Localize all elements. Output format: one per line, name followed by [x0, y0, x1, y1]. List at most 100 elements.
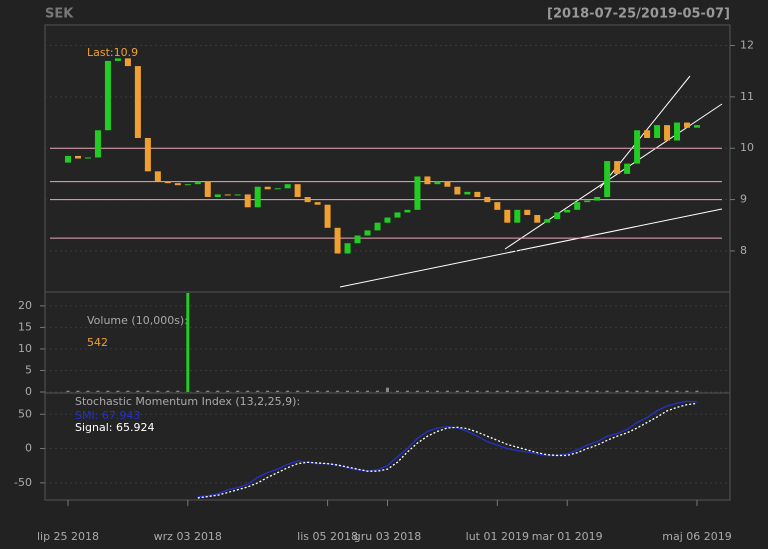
candle [554, 212, 561, 220]
volume-bar [196, 390, 200, 392]
volume-bar [256, 390, 260, 392]
last-label: Last:10.9 [87, 46, 138, 59]
x-tick-label: mar 01 2019 [532, 530, 603, 543]
candle [284, 184, 291, 189]
candle [304, 197, 311, 203]
x-tick-label: lip 25 2018 [37, 530, 99, 543]
volume-bar [76, 390, 80, 392]
chart-title: SEK [45, 7, 74, 22]
y-tick-label: 0 [25, 385, 32, 398]
candle [244, 194, 251, 208]
candle [264, 186, 271, 190]
candle [184, 184, 191, 186]
volume-bar [655, 390, 659, 392]
candle [564, 209, 571, 213]
volume-bar [515, 390, 519, 392]
volume-bar [186, 293, 190, 392]
candle [174, 183, 181, 186]
candle [484, 197, 491, 203]
candle [334, 227, 341, 254]
candle [324, 204, 331, 228]
candle [204, 181, 211, 198]
volume-bar [126, 390, 130, 392]
candle [684, 122, 691, 128]
volume-bar [695, 390, 699, 392]
y-tick-label: 9 [740, 193, 747, 206]
candle [544, 219, 551, 223]
candle [654, 125, 661, 138]
trendline [504, 103, 723, 250]
volume-bar [475, 390, 479, 392]
candle [494, 202, 501, 210]
volume-bar [495, 390, 499, 392]
candle [364, 230, 371, 236]
volume-bar [86, 390, 90, 392]
candle [394, 212, 401, 218]
volume-bar [485, 390, 489, 392]
smi-title: Stochastic Momentum Index (13,2,25,9): [75, 395, 300, 408]
volume-bar [535, 390, 539, 392]
volume-bar [276, 390, 280, 392]
volume-bar [565, 390, 569, 392]
candle [614, 161, 621, 174]
candle [114, 58, 121, 61]
candle [314, 202, 321, 205]
y-tick-label: 10 [18, 342, 32, 355]
volume-bar [316, 390, 320, 392]
y-tick-label: 8 [740, 244, 747, 257]
volume-bar [635, 390, 639, 392]
volume-bar [236, 390, 240, 392]
candle [134, 66, 141, 138]
candle [474, 191, 481, 198]
volume-bar [505, 390, 509, 392]
volume-bar [625, 390, 629, 392]
x-tick-label: gru 03 2018 [354, 530, 421, 543]
y-tick-label: 5 [25, 363, 32, 376]
volume-bar [286, 390, 290, 392]
x-tick-label: lut 01 2019 [466, 530, 529, 543]
volume-bar [405, 390, 409, 392]
candle [634, 130, 641, 164]
volume-bar [226, 390, 230, 392]
volume-bar [116, 390, 120, 392]
volume-bar [336, 390, 340, 392]
volume-bar [645, 390, 649, 392]
legend-label: SMI: 67.943 [75, 409, 140, 422]
volume-bar [96, 390, 100, 392]
volume-bar [425, 390, 429, 392]
candle [584, 200, 591, 203]
candle [424, 176, 431, 185]
volume-bar [595, 390, 599, 392]
y-tick-label: -50 [14, 476, 32, 489]
candle [574, 202, 581, 210]
volume-bar [376, 390, 380, 392]
volume-bar [156, 390, 160, 392]
candle [254, 186, 261, 208]
candle [294, 184, 301, 198]
volume-bar [555, 390, 559, 392]
candle [344, 243, 351, 254]
candle [444, 181, 451, 187]
volume-bar [665, 390, 669, 392]
volume-bar [166, 390, 170, 392]
candle [524, 209, 531, 215]
candle [674, 122, 681, 141]
volume-bar [346, 390, 350, 392]
candle [144, 137, 151, 172]
x-tick-label: wrz 03 2018 [154, 530, 222, 543]
volume-bar [385, 387, 389, 392]
y-tick-label: 10 [740, 141, 754, 154]
candle [644, 130, 651, 138]
candle [94, 130, 101, 158]
volume-bar [605, 390, 609, 392]
volume-bar [366, 390, 370, 392]
volume-bar [545, 390, 549, 392]
volume-bar [685, 390, 689, 392]
volume-bar [106, 390, 110, 392]
y-tick-label: 50 [18, 407, 32, 420]
volume-bar [306, 390, 310, 392]
y-tick-label: 12 [740, 39, 754, 52]
candle [664, 125, 671, 141]
candle [434, 181, 441, 185]
